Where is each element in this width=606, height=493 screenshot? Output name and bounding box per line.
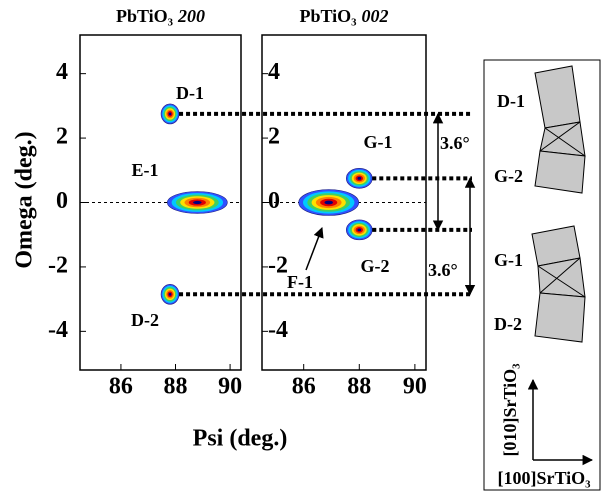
peak-label: E-1 bbox=[132, 160, 159, 180]
y-tick-label: -2 bbox=[48, 252, 68, 278]
separation-label: 3.6° bbox=[440, 133, 470, 153]
schematic-domains bbox=[532, 66, 585, 342]
x-tick-label: 86 bbox=[109, 374, 133, 400]
contour-level bbox=[193, 201, 202, 204]
x-tick-label: 90 bbox=[403, 374, 427, 400]
x-tick-label: 88 bbox=[347, 374, 371, 400]
peak-label: D-1 bbox=[176, 83, 204, 103]
y-axis-label: Omega (deg.) bbox=[12, 131, 38, 268]
schematic-label: D-2 bbox=[494, 314, 522, 334]
peak bbox=[346, 220, 372, 240]
peak bbox=[161, 284, 179, 304]
peak-label: G-2 bbox=[361, 256, 390, 276]
separation-label: 3.6° bbox=[428, 260, 458, 280]
schematic-label: D-1 bbox=[497, 91, 525, 111]
figure: Psi (deg.) Omega (deg.) [010]SrTiO₃ [100… bbox=[0, 0, 606, 493]
label-arrow bbox=[306, 228, 322, 270]
peak bbox=[167, 192, 227, 214]
title-reflection: 002 bbox=[362, 6, 389, 26]
y-tick-label: 2 bbox=[56, 124, 68, 150]
y-tick-label: 4 bbox=[268, 59, 280, 85]
contour-level bbox=[169, 112, 172, 115]
x-tick-label: 86 bbox=[292, 374, 316, 400]
contour-level bbox=[169, 293, 172, 296]
title-formula: PbTiO₃ bbox=[116, 6, 174, 26]
y-tick-label: -4 bbox=[268, 317, 288, 343]
peak bbox=[299, 190, 359, 216]
contour-level bbox=[357, 228, 361, 231]
x-axis-label: Psi (deg.) bbox=[193, 426, 288, 452]
peak-label: D-2 bbox=[131, 310, 159, 330]
x-tick-label: 90 bbox=[218, 374, 242, 400]
x-tick-label: 88 bbox=[164, 374, 188, 400]
y-tick-label: -4 bbox=[48, 317, 68, 343]
peak bbox=[346, 168, 372, 188]
y-tick-label: 0 bbox=[56, 188, 68, 214]
y-tick-label: 0 bbox=[268, 188, 280, 214]
schematic-label: G-2 bbox=[494, 166, 523, 186]
title-reflection: 200 bbox=[177, 6, 205, 26]
schematic-label: G-1 bbox=[494, 250, 523, 270]
peak bbox=[161, 104, 179, 124]
y-tick-label: 4 bbox=[56, 59, 68, 85]
title-formula: PbTiO₃ bbox=[299, 6, 357, 26]
contour-level bbox=[324, 201, 333, 205]
schematic-axis-label: [010]SrTiO₃ bbox=[500, 363, 520, 457]
y-tick-label: -2 bbox=[268, 252, 288, 278]
peak-label: F-1 bbox=[287, 272, 313, 292]
peak-label: G-1 bbox=[364, 132, 393, 152]
contour-level bbox=[357, 177, 361, 180]
y-tick-label: 2 bbox=[268, 124, 280, 150]
schematic-axis-label: [100]SrTiO₃ bbox=[497, 468, 591, 488]
